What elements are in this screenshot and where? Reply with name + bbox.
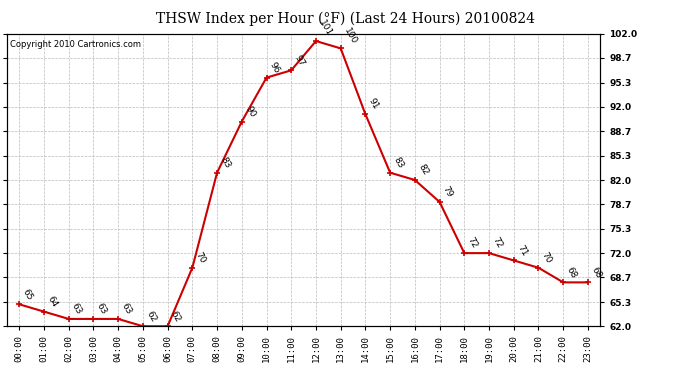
Text: 63: 63: [70, 302, 83, 316]
Text: 68: 68: [564, 265, 578, 280]
Text: 63: 63: [95, 302, 108, 316]
Text: 83: 83: [391, 156, 405, 170]
Text: 64: 64: [46, 294, 59, 309]
Text: 96: 96: [268, 60, 282, 75]
Text: 65: 65: [21, 287, 34, 302]
Text: 70: 70: [540, 251, 553, 265]
Text: 79: 79: [441, 185, 455, 199]
Text: 68: 68: [589, 265, 603, 280]
Text: 97: 97: [293, 53, 306, 68]
Text: 70: 70: [194, 251, 207, 265]
Text: 90: 90: [243, 104, 257, 119]
Text: Copyright 2010 Cartronics.com: Copyright 2010 Cartronics.com: [10, 40, 141, 49]
Text: 100: 100: [342, 26, 359, 46]
Text: 72: 72: [466, 236, 479, 250]
Text: 71: 71: [515, 243, 529, 258]
Text: 91: 91: [367, 97, 380, 111]
Text: 62: 62: [169, 309, 182, 324]
Text: 63: 63: [119, 302, 133, 316]
Text: THSW Index per Hour (°F) (Last 24 Hours) 20100824: THSW Index per Hour (°F) (Last 24 Hours)…: [155, 11, 535, 26]
Text: 62: 62: [144, 309, 158, 324]
Text: 72: 72: [491, 236, 504, 250]
Text: 83: 83: [219, 156, 232, 170]
Text: 101: 101: [317, 19, 334, 38]
Text: 82: 82: [416, 163, 430, 177]
